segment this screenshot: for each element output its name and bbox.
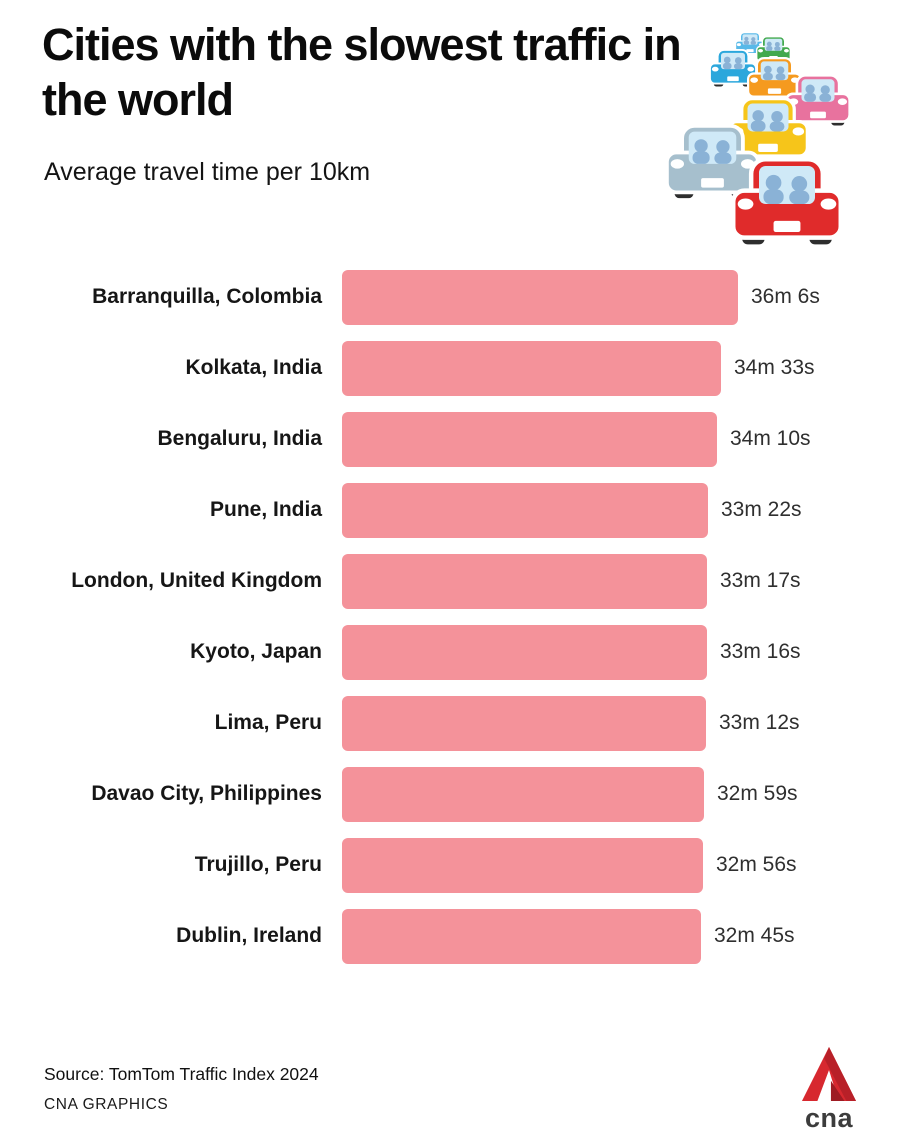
bar: [342, 269, 738, 325]
city-label: Kyoto, Japan: [190, 640, 322, 664]
value-label: 34m 10s: [730, 427, 811, 451]
bar: [342, 624, 707, 680]
bar: [342, 411, 717, 467]
bar: [342, 908, 701, 964]
chart-row: Trujillo, Peru 32m 56s: [42, 837, 900, 893]
footer: Source: TomTom Traffic Index 2024 CNA GR…: [44, 1064, 319, 1114]
cna-logo-text: cna: [804, 1103, 854, 1133]
city-label: Lima, Peru: [214, 711, 322, 735]
city-label: Barranquilla, Colombia: [92, 285, 322, 309]
chart-row: Dublin, Ireland 32m 45s: [42, 908, 900, 964]
chart-row: Davao City, Philippines 32m 59s: [42, 766, 900, 822]
bar: [342, 482, 708, 538]
value-label: 33m 16s: [720, 640, 801, 664]
value-label: 32m 56s: [716, 853, 797, 877]
car-icon: [665, 124, 760, 201]
value-label: 34m 33s: [734, 356, 815, 380]
chart-row: London, United Kingdom 33m 17s: [42, 553, 900, 609]
bar-chart: Barranquilla, Colombia 36m 6s Kolkata, Ind…: [42, 269, 900, 964]
value-label: 32m 45s: [714, 924, 795, 948]
city-label: Trujillo, Peru: [194, 853, 322, 877]
city-label: Davao City, Philippines: [91, 782, 322, 806]
value-label: 36m 6s: [751, 285, 820, 309]
city-label: Bengaluru, India: [157, 427, 322, 451]
page-title: Cities with the slowest traffic in the w…: [42, 19, 682, 125]
value-label: 33m 17s: [720, 569, 801, 593]
bar: [342, 340, 721, 396]
car-icon: [733, 159, 841, 244]
bar-rows: Barranquilla, Colombia 36m 6s Kolkata, Ind…: [42, 269, 900, 964]
bar: [342, 695, 706, 751]
credit-text: CNA GRAPHICS: [44, 1096, 169, 1113]
city-label: Dublin, Ireland: [176, 924, 322, 948]
cna-logo-mark: [801, 1046, 857, 1102]
traffic-jam-cars-icon: [665, 31, 851, 258]
chart-row: Barranquilla, Colombia 36m 6s: [42, 269, 900, 325]
city-label: Kolkata, India: [185, 356, 322, 380]
chart-row: Bengaluru, India 34m 10s: [42, 411, 900, 467]
value-label: 33m 12s: [719, 711, 800, 735]
value-label: 33m 22s: [721, 498, 802, 522]
chart-subtitle: Average travel time per 10km: [44, 157, 371, 186]
value-label: 32m 59s: [717, 782, 798, 806]
cna-logo: cna: [799, 1046, 859, 1132]
city-label: Pune, India: [209, 498, 322, 522]
bar: [342, 553, 707, 609]
bar: [342, 766, 704, 822]
bar: [342, 837, 703, 893]
chart-row: Kyoto, Japan 33m 16s: [42, 624, 900, 680]
infographic-page: { "header": { "title": "Cities with the …: [0, 18, 900, 1142]
city-label: London, United Kingdom: [71, 569, 322, 593]
chart-row: Kolkata, India 34m 33s: [42, 340, 900, 396]
chart-row: Pune, India 33m 22s: [42, 482, 900, 538]
chart-row: Lima, Peru 33m 12s: [42, 695, 900, 751]
source-text: Source: TomTom Traffic Index 2024: [44, 1064, 319, 1084]
